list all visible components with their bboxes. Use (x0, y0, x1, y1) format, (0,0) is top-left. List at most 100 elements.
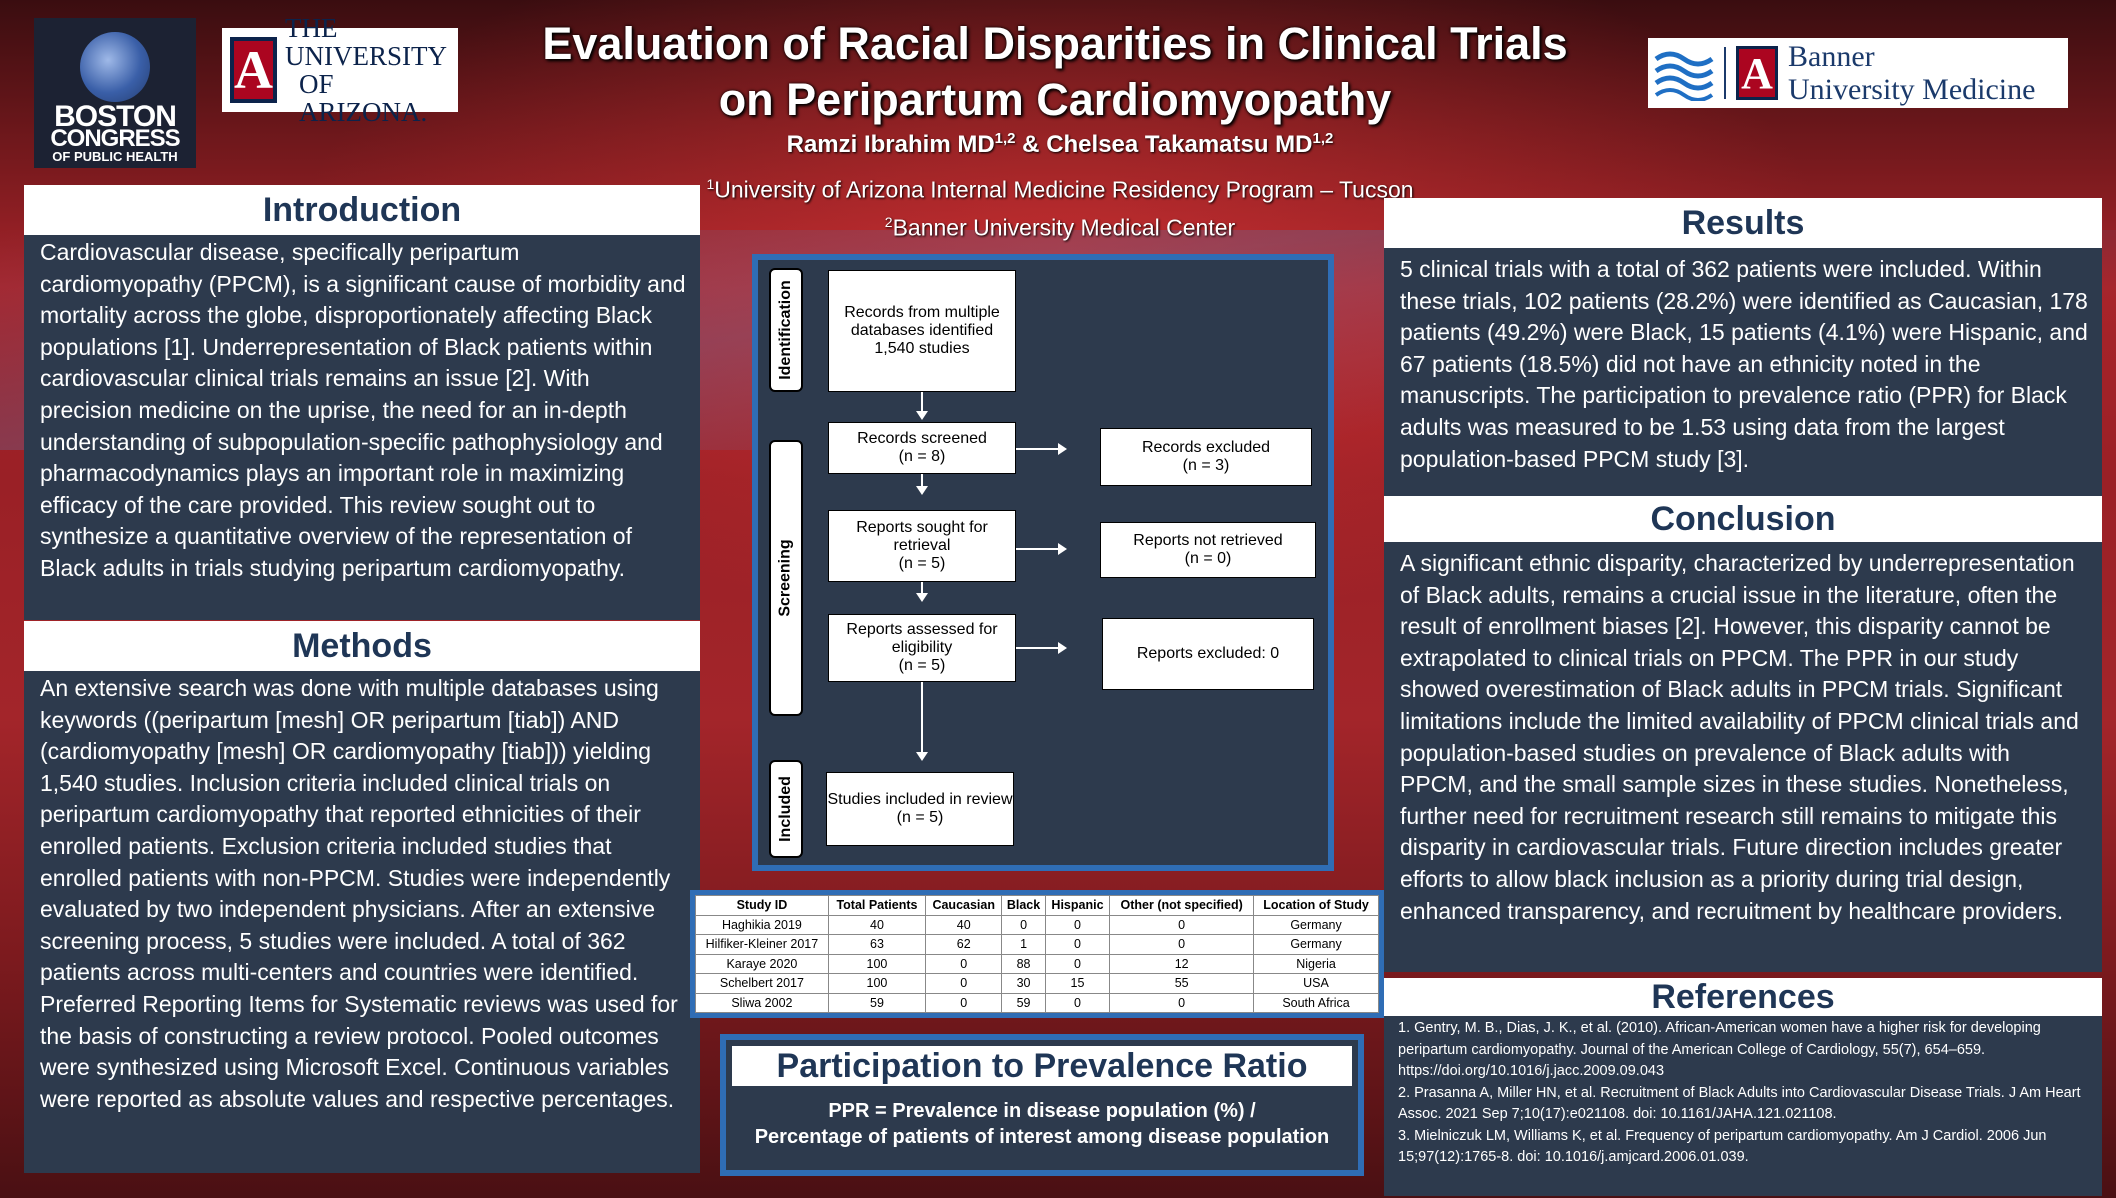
conclusion-heading: Conclusion (1384, 496, 2102, 542)
banner-logo-line1: Banner (1788, 40, 1875, 73)
table-cell: 15 (1044, 973, 1111, 994)
table-cell: 0 (925, 992, 1003, 1013)
table-cell: 1 (1001, 934, 1046, 955)
table-cell: 100 (827, 973, 927, 994)
table-cell: 0 (925, 953, 1003, 974)
studies-included-count: (n = 5) (896, 809, 944, 826)
records-screened-box: Records screened (n = 8) (828, 422, 1016, 474)
column-header: Other (not specified) (1109, 895, 1255, 916)
table-cell: 88 (1001, 953, 1046, 974)
arrow-down-icon (916, 486, 928, 495)
table-cell: 12 (1109, 953, 1255, 974)
table-cell: Karaye 2020 (695, 953, 829, 974)
flow-connector (1016, 647, 1060, 649)
table-cell: 0 (925, 973, 1003, 994)
ppr-formula-line2: Percentage of patients of interest among… (754, 1126, 1330, 1148)
table-cell: 100 (827, 953, 927, 974)
records-identified-box: Records from multiple databases identifi… (828, 270, 1016, 392)
records-excluded-label: Records excluded (1141, 439, 1271, 456)
reports-assessed-count: (n = 5) (898, 657, 946, 674)
table-row: Hilfiker-Kleiner 2017 63 62 1 0 0 German… (695, 934, 1379, 955)
reference-item: 3. Mielniczuk LM, Williams K, et al. Fre… (1398, 1127, 2047, 1166)
stage-screening: Screening (769, 440, 803, 716)
table-header-row: Study ID Total Patients Caucasian Black … (695, 895, 1379, 916)
reports-assessed-box: Reports assessed for eligibility (n = 5) (828, 614, 1016, 682)
reference-item: 1. Gentry, M. B., Dias, J. K., et al. (2… (1398, 1020, 2041, 1079)
records-screened-count: (n = 8) (898, 448, 946, 465)
table-cell: 59 (827, 992, 927, 1013)
flow-connector (1016, 448, 1060, 450)
references-body: 1. Gentry, M. B., Dias, J. K., et al. (2… (1384, 1016, 2102, 1196)
conclusion-body: A significant ethnic disparity, characte… (1384, 542, 2102, 972)
reports-excluded-box: Reports excluded: 0 (1102, 618, 1314, 690)
ppr-heading: Participation to Prevalence Ratio (732, 1046, 1352, 1086)
author-1-affiliation: 1,2 (994, 130, 1016, 147)
affiliation-2: Banner University Medical Center (892, 214, 1236, 241)
studies-included-box: Studies included in review (n = 5) (826, 772, 1014, 846)
banner-university-medicine-logo: A Banner University Medicine (1648, 38, 2068, 108)
poster-affiliations: 1University of Arizona Internal Medicine… (560, 168, 1560, 243)
table-cell: 40 (827, 914, 927, 935)
table-row: Sliwa 2002 59 0 59 0 0 South Africa (695, 992, 1379, 1013)
bcph-logo-line2: CONGRESS (50, 125, 180, 152)
table-cell: South Africa (1253, 992, 1379, 1013)
flow-connector (921, 392, 923, 412)
affiliation-2-marker: 2 (884, 213, 893, 230)
table-cell: 59 (1001, 992, 1046, 1013)
ppr-formula-line1: PPR = Prevalence in disease population (… (828, 1100, 1256, 1122)
reports-not-retrieved-box: Reports not retrieved (n = 0) (1100, 522, 1316, 578)
table-cell: 0 (1109, 992, 1255, 1013)
arrow-down-icon (916, 752, 928, 761)
poster-title-line2: on Peripartum Cardiomyopathy (718, 74, 1392, 125)
records-screened-label: Records screened (857, 430, 987, 447)
banner-logo-divider (1724, 47, 1726, 99)
table-cell: 0 (1001, 914, 1046, 935)
affiliation-1-marker: 1 (706, 176, 715, 192)
introduction-text: Cardiovascular disease, specifically per… (40, 239, 686, 581)
table-cell: USA (1253, 973, 1379, 994)
reports-assessed-label: Reports assessed for eligibility (846, 621, 998, 656)
table-cell: 0 (1044, 992, 1111, 1013)
column-header: Location of Study (1253, 895, 1379, 916)
study-table-container: Study ID Total Patients Caucasian Black … (690, 890, 1384, 1018)
table-cell: 40 (925, 914, 1003, 935)
poster-title-line1: Evaluation of Racial Disparities in Clin… (542, 18, 1568, 69)
introduction-section: Introduction (24, 185, 700, 620)
column-header: Black (1001, 895, 1046, 916)
university-of-arizona-logo: A THE UNIVERSITY OF ARIZONA. (222, 14, 458, 126)
table-cell: 0 (1044, 934, 1111, 955)
flow-connector (921, 474, 923, 488)
records-excluded-count: (n = 3) (1182, 457, 1230, 474)
flow-connector (921, 582, 923, 596)
methods-body: An extensive search was done with multip… (24, 671, 700, 1173)
reports-not-retrieved-count: (n = 0) (1184, 550, 1232, 567)
introduction-body (24, 235, 700, 620)
author-separator: & (1015, 131, 1047, 158)
reports-not-retrieved-label: Reports not retrieved (1133, 532, 1283, 549)
column-header: Total Patients (827, 895, 927, 916)
author-2: Chelsea Takamatsu MD (1046, 131, 1313, 158)
records-excluded-box: Records excluded (n = 3) (1100, 428, 1312, 486)
arizona-a-icon: A (230, 37, 277, 103)
flow-connector (921, 682, 923, 754)
results-heading: Results (1384, 198, 2102, 248)
ua-logo-line1: THE UNIVERSITY (285, 13, 447, 71)
poster-authors: Ramzi Ibrahim MD1,2 & Chelsea Takamatsu … (560, 130, 1560, 159)
results-body: 5 clinical trials with a total of 362 pa… (1384, 248, 2102, 498)
banner-logo-line2: University Medicine (1788, 73, 2036, 106)
flow-connector (1016, 548, 1060, 550)
stage-identification: Identification (769, 268, 803, 392)
study-table: Study ID Total Patients Caucasian Black … (695, 895, 1379, 1013)
table-cell: 62 (925, 934, 1003, 955)
table-cell: 0 (1044, 953, 1111, 974)
table-cell: 0 (1109, 934, 1255, 955)
studies-included-label: Studies included in review (827, 791, 1013, 808)
table-cell: 30 (1001, 973, 1046, 994)
table-cell: Germany (1253, 934, 1379, 955)
table-row: Schelbert 2017 100 0 30 15 55 USA (695, 973, 1379, 994)
column-header: Study ID (695, 895, 829, 916)
reference-item: 2. Prasanna A, Miller HN, et al. Recruit… (1398, 1084, 2081, 1123)
poster-title: Evaluation of Racial Disparities in Clin… (460, 16, 1650, 128)
introduction-heading: Introduction (24, 185, 700, 235)
column-header: Caucasian (925, 895, 1003, 916)
